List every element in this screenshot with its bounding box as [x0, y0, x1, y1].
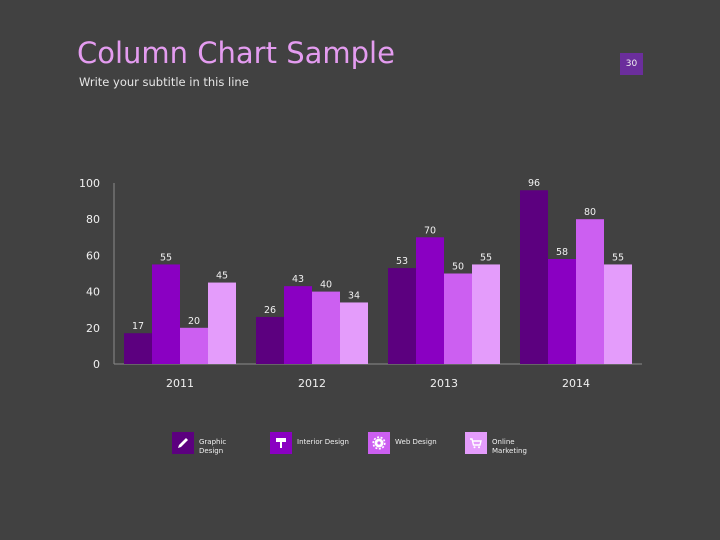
data-label: 20 — [188, 316, 200, 327]
data-label: 26 — [264, 305, 276, 316]
bar — [444, 273, 472, 364]
data-label: 55 — [612, 252, 624, 263]
data-label: 43 — [292, 274, 304, 285]
page-title: Column Chart Sample — [77, 36, 395, 70]
bar — [124, 333, 152, 364]
bar — [472, 264, 500, 364]
y-tick-label: 100 — [79, 177, 100, 190]
y-tick-label: 20 — [86, 322, 100, 335]
bar — [576, 219, 604, 364]
y-tick-label: 40 — [86, 286, 100, 299]
legend-label: Interior Design — [297, 438, 349, 446]
chart-legend: Graphic Design Interior Design Web Desig… — [0, 432, 720, 462]
bar — [548, 259, 576, 364]
data-label: 50 — [452, 262, 464, 273]
y-tick-label: 60 — [86, 249, 100, 262]
bar — [152, 264, 180, 364]
data-label: 53 — [396, 256, 408, 267]
bar — [256, 316, 284, 364]
data-label: 96 — [528, 178, 540, 189]
bar — [312, 291, 340, 364]
pen-icon — [172, 432, 194, 454]
bar — [388, 268, 416, 364]
bar — [208, 282, 236, 364]
x-tick-label: 2012 — [298, 377, 326, 390]
data-label: 58 — [556, 247, 568, 258]
data-label: 70 — [424, 225, 436, 236]
legend-label: Graphic Design — [199, 438, 227, 455]
data-label: 40 — [320, 280, 332, 291]
data-label: 55 — [480, 252, 492, 263]
bar — [416, 237, 444, 364]
x-tick-label: 2014 — [562, 377, 590, 390]
bar — [340, 302, 368, 364]
page-subtitle: Write your subtitle in this line — [79, 75, 249, 89]
data-label: 45 — [216, 271, 228, 282]
paint-roller-icon — [270, 432, 292, 454]
data-label: 17 — [132, 321, 144, 332]
legend-label: Web Design — [395, 438, 437, 446]
bar — [520, 190, 548, 364]
bar — [284, 286, 312, 364]
gear-icon — [368, 432, 390, 454]
data-label: 34 — [348, 290, 360, 301]
legend-label: Online Marketing — [492, 438, 527, 455]
bar — [604, 264, 632, 364]
shopping-cart-icon — [465, 432, 487, 454]
y-tick-label: 80 — [86, 213, 100, 226]
page-number-badge: 30 — [620, 53, 643, 75]
data-label: 80 — [584, 207, 596, 218]
data-label: 55 — [160, 252, 172, 263]
bar — [180, 327, 208, 364]
y-tick-label: 0 — [93, 358, 100, 371]
x-tick-label: 2013 — [430, 377, 458, 390]
column-chart: 0 20 40 60 80 100 17 55 20 45 2011 26 43 40 34 2012 53 70… — [79, 177, 642, 390]
x-tick-label: 2011 — [166, 377, 194, 390]
